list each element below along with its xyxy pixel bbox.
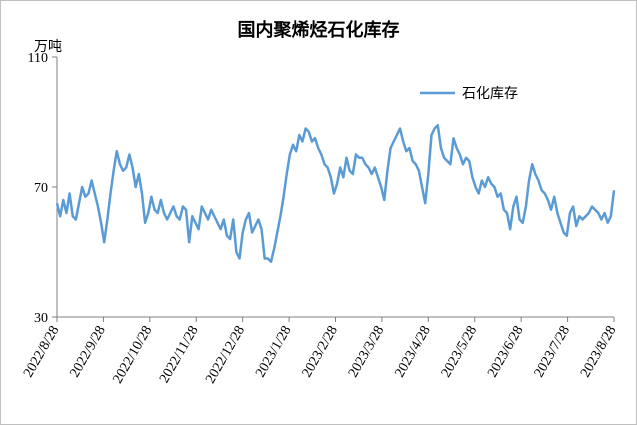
x-tick-label: 2023/7/28 — [532, 324, 573, 381]
x-tick-label: 2023/2/28 — [300, 324, 341, 381]
legend-label: 石化库存 — [462, 86, 518, 102]
y-tick-label: 30 — [34, 311, 48, 326]
x-tick-label: 2023/4/28 — [392, 324, 433, 381]
x-tick-label: 2023/1/28 — [253, 324, 294, 381]
x-tick-label: 2023/5/28 — [439, 324, 480, 381]
chart-title: 国内聚烯烃石化库存 — [237, 20, 400, 41]
y-tick-label: 110 — [28, 51, 48, 66]
y-tick-label: 70 — [34, 181, 48, 196]
x-tick-label: 2022/8/28 — [21, 324, 62, 381]
y-axis-unit-label: 万吨 — [34, 39, 62, 55]
x-tick-label: 2023/6/28 — [485, 324, 526, 381]
plot-area — [55, 124, 616, 263]
x-tick-label: 2022/9/28 — [67, 324, 108, 381]
series-line — [55, 124, 616, 263]
y-axis-ticks: 30 70 110 — [28, 51, 57, 326]
x-tick-label: 2023/3/28 — [346, 324, 387, 381]
x-tick-label: 2022/12/28 — [203, 324, 248, 387]
x-tick-label: 2022/11/28 — [157, 324, 202, 386]
x-tick-label: 2023/8/28 — [578, 324, 619, 381]
x-tick-label: 2022/10/28 — [110, 324, 155, 387]
legend: 石化库存 — [420, 86, 518, 102]
x-axis-ticks: 2022/8/28 2022/9/28 2022/10/28 2022/11/28 20… — [21, 317, 619, 386]
